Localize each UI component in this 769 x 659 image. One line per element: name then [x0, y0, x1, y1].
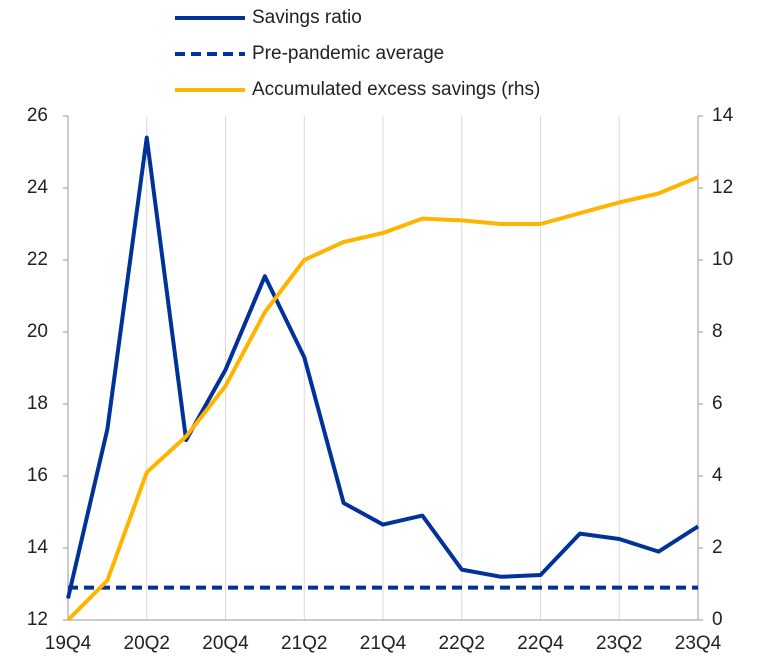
- x-tick-label: 22Q4: [517, 633, 564, 654]
- y-tick-label: 20: [27, 321, 48, 342]
- y2-tick-label: 10: [712, 249, 733, 270]
- legend-label: Accumulated excess savings (rhs): [252, 79, 540, 100]
- y-tick-label: 18: [27, 393, 48, 414]
- series-line: [66, 135, 700, 599]
- y-tick-label: 16: [27, 465, 48, 486]
- y2-tick-label: 8: [712, 321, 723, 342]
- x-tick-label: 21Q2: [281, 633, 327, 654]
- x-tick-label: 23Q2: [596, 633, 642, 654]
- x-tick-label: 20Q4: [202, 633, 249, 654]
- x-tick-label: 20Q2: [124, 633, 170, 654]
- x-tick-label: 19Q4: [45, 633, 92, 654]
- legend-label: Savings ratio: [252, 7, 362, 28]
- x-tick-label: 21Q4: [360, 633, 407, 654]
- y-tick-label: 24: [27, 177, 49, 198]
- y-tick-label: 26: [27, 105, 48, 126]
- y2-tick-label: 4: [712, 465, 723, 486]
- y-tick-label: 22: [27, 249, 48, 270]
- legend-label: Pre-pandemic average: [252, 43, 444, 64]
- x-tick-label: 22Q2: [439, 633, 485, 654]
- y2-tick-label: 0: [712, 609, 723, 630]
- y2-tick-label: 14: [712, 105, 734, 126]
- y-tick-label: 14: [27, 537, 49, 558]
- x-tick-label: 23Q4: [675, 633, 722, 654]
- y-tick-label: 12: [27, 609, 48, 630]
- y2-tick-label: 6: [712, 393, 723, 414]
- y2-tick-label: 12: [712, 177, 733, 198]
- y2-tick-label: 2: [712, 537, 723, 558]
- series-line: [66, 175, 699, 622]
